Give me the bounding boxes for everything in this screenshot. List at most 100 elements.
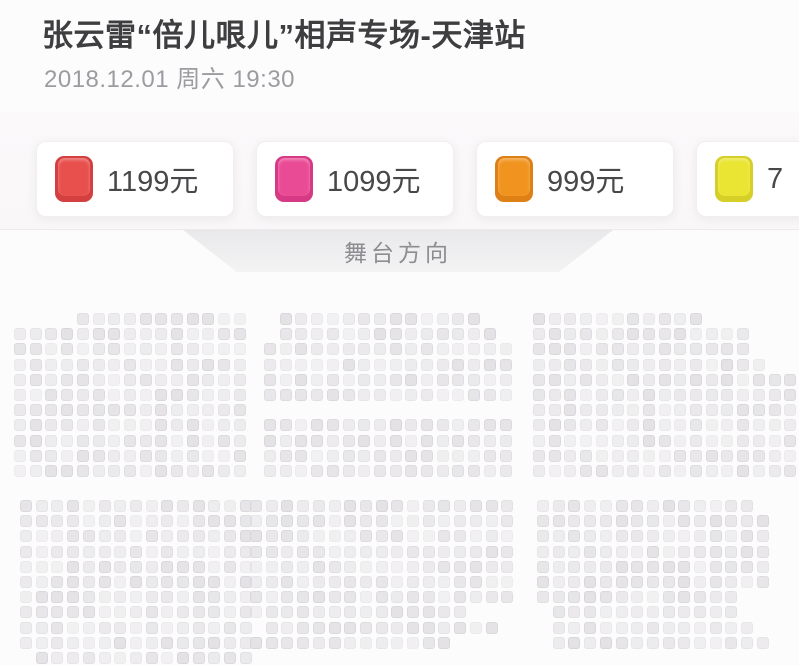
seat[interactable] — [548, 343, 561, 356]
seat[interactable] — [752, 358, 765, 371]
seat[interactable] — [98, 545, 111, 558]
seat[interactable] — [145, 636, 158, 649]
seat[interactable] — [186, 328, 199, 341]
seat[interactable] — [265, 500, 278, 512]
seat[interactable] — [45, 419, 58, 432]
seat[interactable] — [469, 515, 482, 528]
seat[interactable] — [92, 389, 105, 401]
seat[interactable] — [499, 434, 512, 447]
seat[interactable] — [295, 419, 308, 432]
seat[interactable] — [389, 358, 402, 371]
seat[interactable] — [737, 328, 750, 341]
seat[interactable] — [171, 328, 183, 341]
seat[interactable] — [580, 343, 593, 356]
seat[interactable] — [145, 576, 158, 588]
seat[interactable] — [92, 343, 105, 356]
seat[interactable] — [342, 328, 355, 341]
seat[interactable] — [114, 560, 127, 573]
seat[interactable] — [595, 465, 608, 477]
seat[interactable] — [218, 389, 231, 401]
seat[interactable] — [82, 606, 95, 619]
seat[interactable] — [92, 404, 105, 417]
seat-map[interactable] — [0, 290, 799, 665]
seat[interactable] — [171, 449, 183, 462]
seat[interactable] — [452, 419, 465, 432]
seat[interactable] — [82, 621, 95, 634]
seat[interactable] — [552, 500, 565, 512]
seat[interactable] — [662, 621, 675, 634]
seat[interactable] — [29, 373, 42, 386]
seat[interactable] — [208, 606, 221, 619]
seat[interactable] — [250, 500, 262, 512]
seat[interactable] — [611, 404, 624, 417]
seat[interactable] — [469, 560, 482, 573]
seat[interactable] — [358, 313, 371, 325]
seat[interactable] — [82, 591, 95, 604]
seat[interactable] — [499, 373, 512, 386]
seat[interactable] — [239, 515, 252, 528]
price-tier-chip[interactable]: 1099元 — [256, 141, 454, 217]
seat[interactable] — [281, 636, 294, 649]
seat[interactable] — [45, 358, 58, 371]
seat[interactable] — [295, 328, 308, 341]
seat[interactable] — [537, 545, 549, 558]
seat[interactable] — [568, 606, 581, 619]
seat[interactable] — [611, 313, 624, 325]
seat[interactable] — [595, 343, 608, 356]
seat[interactable] — [548, 313, 561, 325]
seat[interactable] — [14, 434, 26, 447]
seat[interactable] — [326, 373, 339, 386]
seat[interactable] — [359, 621, 372, 634]
seat[interactable] — [224, 515, 237, 528]
seat[interactable] — [422, 560, 435, 573]
seat[interactable] — [375, 560, 388, 573]
seat[interactable] — [218, 313, 231, 325]
seat[interactable] — [186, 358, 199, 371]
seat[interactable] — [721, 449, 734, 462]
seat[interactable] — [768, 419, 781, 432]
seat[interactable] — [646, 545, 659, 558]
seat[interactable] — [344, 606, 357, 619]
seat[interactable] — [218, 373, 231, 386]
seat[interactable] — [405, 373, 418, 386]
seat[interactable] — [145, 652, 158, 664]
seat[interactable] — [564, 419, 577, 432]
seat[interactable] — [627, 343, 640, 356]
seat[interactable] — [552, 530, 565, 543]
seat[interactable] — [233, 343, 246, 356]
seat[interactable] — [568, 636, 581, 649]
seat[interactable] — [564, 434, 577, 447]
seat[interactable] — [281, 576, 294, 588]
seat[interactable] — [192, 621, 205, 634]
seat[interactable] — [564, 373, 577, 386]
seat[interactable] — [61, 373, 74, 386]
seat[interactable] — [233, 465, 246, 477]
seat[interactable] — [599, 576, 612, 588]
seat[interactable] — [662, 545, 675, 558]
seat[interactable] — [658, 328, 671, 341]
seat[interactable] — [499, 419, 512, 432]
seat[interactable] — [756, 636, 769, 649]
seat[interactable] — [468, 449, 481, 462]
seat[interactable] — [155, 404, 168, 417]
seat[interactable] — [705, 434, 718, 447]
seat[interactable] — [186, 404, 199, 417]
seat[interactable] — [533, 465, 545, 477]
seat[interactable] — [662, 560, 675, 573]
seat[interactable] — [741, 621, 754, 634]
seat[interactable] — [454, 530, 467, 543]
seat[interactable] — [436, 389, 449, 401]
seat[interactable] — [391, 545, 404, 558]
seat[interactable] — [674, 449, 687, 462]
seat[interactable] — [326, 358, 339, 371]
seat[interactable] — [129, 515, 142, 528]
seat[interactable] — [186, 419, 199, 432]
seat[interactable] — [192, 500, 205, 512]
seat[interactable] — [344, 621, 357, 634]
seat[interactable] — [389, 389, 402, 401]
seat[interactable] — [108, 404, 121, 417]
seat[interactable] — [422, 530, 435, 543]
seat[interactable] — [202, 373, 215, 386]
seat[interactable] — [631, 606, 644, 619]
seat[interactable] — [279, 389, 292, 401]
